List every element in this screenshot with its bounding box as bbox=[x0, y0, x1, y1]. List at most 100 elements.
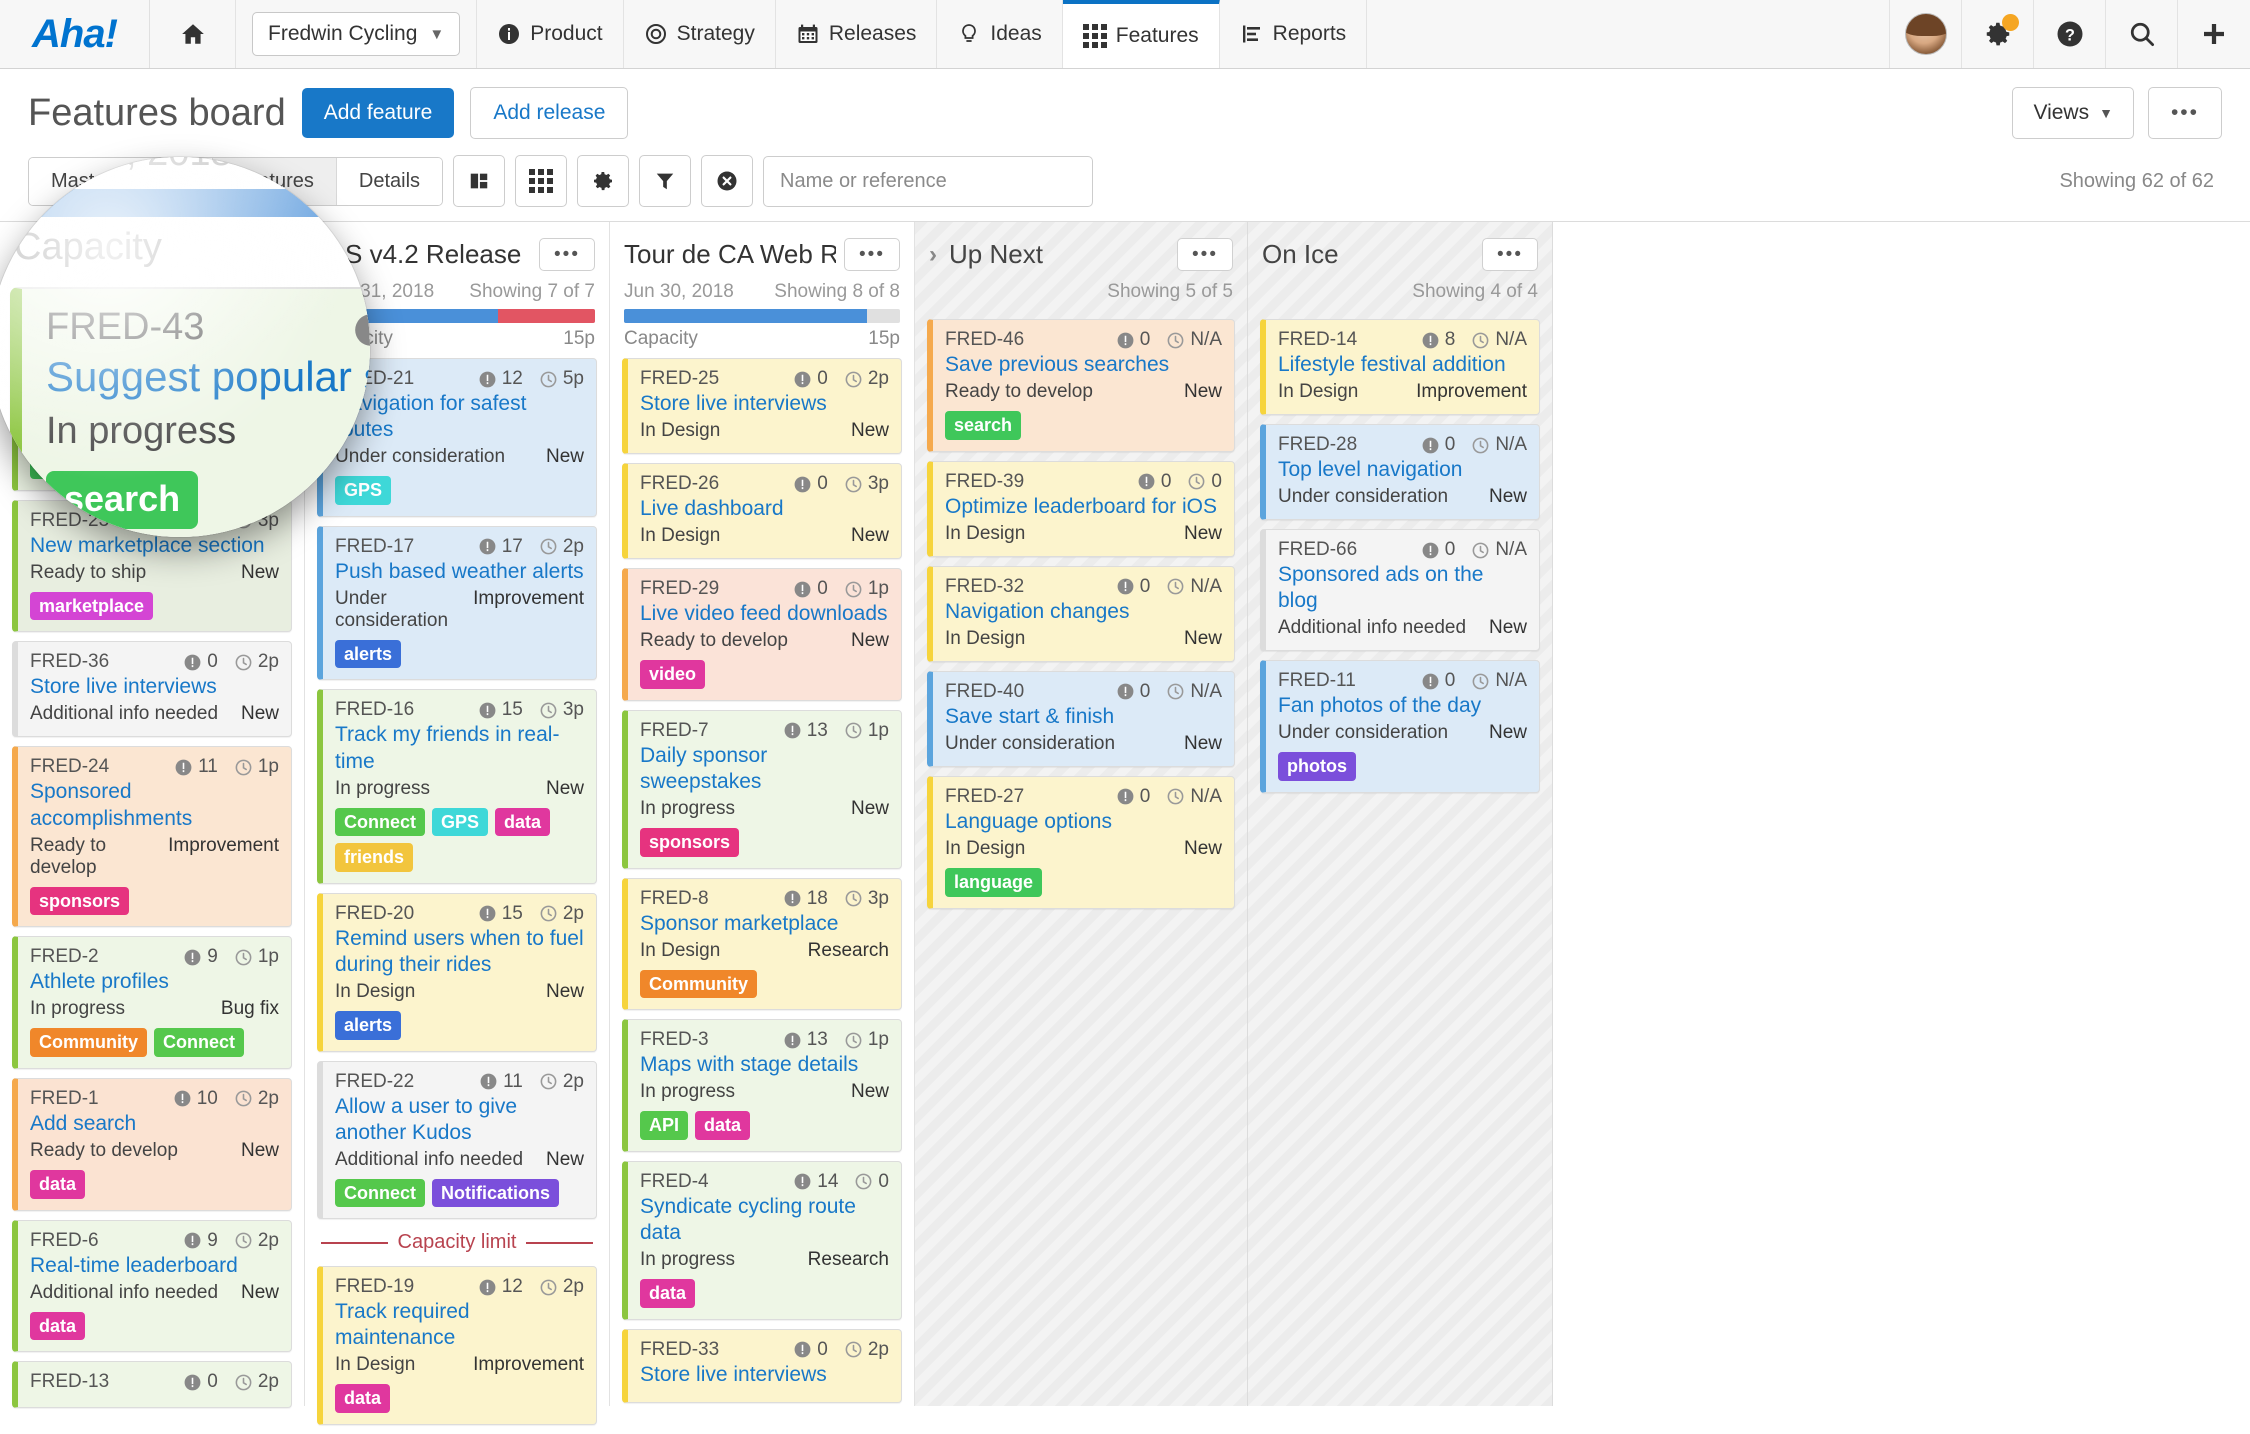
search-button[interactable] bbox=[2106, 0, 2178, 68]
card-title[interactable]: Suggest popular searches bbox=[30, 392, 274, 415]
feature-card[interactable]: FRED-16 15 3p Track my friends in real-t… bbox=[317, 689, 597, 884]
column-title[interactable]: Android v3.2 Release bbox=[14, 239, 226, 269]
card-title[interactable]: Fan photos of the day bbox=[1278, 694, 1482, 718]
product-selector[interactable]: Fredwin Cycling ▼ bbox=[252, 12, 461, 56]
feature-card[interactable]: FRED-26 0 3p Live dashboard In Design Ne… bbox=[622, 463, 902, 560]
card-title[interactable]: Daily sponsor sweepstakes bbox=[640, 743, 768, 793]
feature-card[interactable]: FRED-46 0 N/A Save previous searches Rea… bbox=[927, 319, 1235, 452]
card-title[interactable]: Push based weather alerts bbox=[335, 559, 584, 583]
card-reference[interactable]: FRED-19 bbox=[335, 1276, 415, 1298]
nav-item-product[interactable]: Product bbox=[477, 0, 624, 68]
tab-details[interactable]: Details bbox=[336, 157, 443, 205]
feature-card[interactable]: FRED-2 9 1p Athlete profiles In progress… bbox=[12, 936, 292, 1069]
home-button[interactable] bbox=[150, 0, 236, 68]
card-reference[interactable]: FRED-26 bbox=[640, 473, 720, 495]
feature-card[interactable]: FRED-20 15 2p Remind users when to fuel … bbox=[317, 892, 597, 1052]
card-reference[interactable]: FRED-11 bbox=[1278, 670, 1356, 692]
card-reference[interactable]: FRED-27 bbox=[945, 785, 1025, 807]
feature-card[interactable]: FRED-4 14 0 Syndicate cycling route data… bbox=[622, 1160, 902, 1320]
aha-logo[interactable]: Aha! bbox=[0, 0, 150, 68]
card-title[interactable]: Sponsored accomplishments bbox=[30, 780, 193, 830]
card-reference[interactable]: FRED-39 bbox=[945, 470, 1025, 492]
card-tag[interactable]: language bbox=[945, 867, 1043, 897]
nav-item-features[interactable]: Features bbox=[1062, 0, 1220, 68]
card-title[interactable]: Athlete profiles bbox=[30, 970, 169, 994]
feature-card[interactable]: FRED-36 0 2p Store live interviews Addit… bbox=[12, 641, 292, 738]
card-title[interactable]: Add search bbox=[30, 1111, 137, 1135]
user-avatar-button[interactable] bbox=[1890, 0, 1962, 68]
column-more-button[interactable]: ••• bbox=[234, 238, 290, 271]
feature-card[interactable]: FRED-13 0 2p bbox=[12, 1361, 292, 1409]
feature-card[interactable]: FRED-27 0 N/A Language options In Design… bbox=[927, 775, 1235, 909]
board-more-button[interactable]: ••• bbox=[2147, 87, 2222, 139]
column-more-button[interactable]: ••• bbox=[1177, 238, 1233, 271]
card-tag[interactable]: Connect bbox=[335, 1178, 425, 1208]
card-title[interactable]: Store live interviews bbox=[640, 1362, 827, 1386]
card-title[interactable]: Remind users when to fuel during their r… bbox=[335, 926, 584, 976]
card-reference[interactable]: FRED-66 bbox=[1278, 539, 1358, 561]
nav-item-releases[interactable]: Releases bbox=[775, 0, 938, 68]
card-title[interactable]: Save start & finish bbox=[945, 704, 1115, 728]
nav-item-ideas[interactable]: Ideas bbox=[937, 0, 1063, 68]
feature-card[interactable]: FRED-43 0 1p Suggest popular searches In… bbox=[12, 358, 292, 491]
column-title[interactable]: iOS v4.2 Release bbox=[319, 239, 522, 269]
card-tag[interactable]: search bbox=[945, 411, 1022, 440]
card-reference[interactable]: FRED-21 bbox=[335, 368, 415, 389]
card-tag[interactable]: Connect bbox=[154, 1028, 244, 1057]
nav-item-strategy[interactable]: Strategy bbox=[623, 0, 776, 68]
card-title[interactable]: Language options bbox=[945, 809, 1112, 833]
feature-card[interactable]: FRED-29 0 1p Live video feed downloads R… bbox=[622, 568, 902, 701]
card-tag[interactable]: friends bbox=[335, 843, 414, 872]
add-release-button[interactable]: Add release bbox=[470, 87, 629, 139]
card-tag[interactable]: GPS bbox=[335, 476, 392, 505]
card-title[interactable]: Maps with stage details bbox=[640, 1053, 859, 1077]
feature-card[interactable]: FRED-33 0 2p Store live interviews bbox=[622, 1328, 902, 1403]
search-input[interactable] bbox=[763, 155, 1094, 207]
card-tag[interactable]: photos bbox=[1278, 752, 1356, 781]
card-reference[interactable]: FRED-28 bbox=[1278, 434, 1358, 456]
card-reference[interactable]: FRED-13 bbox=[30, 1371, 110, 1393]
feature-card[interactable]: FRED-40 0 N/A Save start & finish Under … bbox=[927, 670, 1235, 767]
clear-filters-button[interactable] bbox=[701, 155, 754, 207]
feature-card[interactable]: FRED-1 10 2p Add search Ready to develop… bbox=[12, 1077, 292, 1211]
card-reference[interactable]: FRED-36 bbox=[30, 651, 110, 673]
card-tag[interactable]: marketplace bbox=[30, 591, 154, 621]
column-title[interactable]: Tour de CA Web Release bbox=[624, 239, 837, 269]
add-feature-button[interactable]: Add feature bbox=[301, 88, 455, 138]
feature-card[interactable]: FRED-19 12 2p Track required maintenance… bbox=[317, 1266, 597, 1426]
help-button[interactable]: ? bbox=[2034, 0, 2106, 68]
card-tag[interactable]: search bbox=[30, 450, 107, 479]
card-title[interactable]: Store live interviews bbox=[30, 675, 217, 699]
views-button[interactable]: Views ▼ bbox=[2012, 87, 2134, 139]
card-tag[interactable]: GPS bbox=[432, 807, 489, 837]
card-title[interactable]: Top level navigation bbox=[1278, 458, 1463, 482]
card-reference[interactable]: FRED-20 bbox=[335, 902, 415, 924]
card-reference[interactable]: FRED-6 bbox=[30, 1229, 99, 1251]
column-more-button[interactable]: ••• bbox=[539, 238, 595, 271]
feature-card[interactable]: FRED-11 0 N/A Fan photos of the day Unde… bbox=[1260, 660, 1540, 793]
card-tag[interactable]: data bbox=[335, 1384, 391, 1414]
feature-card[interactable]: FRED-28 0 N/A Top level navigation Under… bbox=[1260, 424, 1540, 521]
card-title[interactable]: Track required maintenance bbox=[335, 1300, 470, 1350]
card-reference[interactable]: FRED-2 bbox=[30, 946, 99, 968]
card-reference[interactable]: FRED-46 bbox=[945, 329, 1025, 350]
board-settings-button[interactable] bbox=[577, 155, 630, 207]
card-reference[interactable]: FRED-3 bbox=[640, 1029, 709, 1051]
card-reference[interactable]: FRED-29 bbox=[640, 578, 720, 600]
card-title[interactable]: Syndicate cycling route data bbox=[640, 1194, 856, 1244]
feature-card[interactable]: FRED-17 17 2p Push based weather alerts … bbox=[317, 525, 597, 681]
card-tag[interactable]: data bbox=[695, 1111, 751, 1140]
card-title[interactable]: Live dashboard bbox=[640, 497, 784, 521]
card-title[interactable]: Track my friends in real-time bbox=[335, 723, 560, 773]
feature-card[interactable]: FRED-39 0 0 Optimize leaderboard for iOS… bbox=[927, 460, 1235, 557]
card-tag[interactable]: sponsors bbox=[640, 827, 740, 857]
card-title[interactable]: Sponsored ads on the blog bbox=[1278, 563, 1484, 613]
tab-features[interactable]: Features bbox=[212, 157, 337, 205]
card-title[interactable]: Store live interviews bbox=[640, 392, 827, 415]
feature-card[interactable]: FRED-7 13 1p Daily sponsor sweepstakes I… bbox=[622, 709, 902, 869]
column-more-button[interactable]: ••• bbox=[844, 238, 900, 271]
feature-card[interactable]: FRED-22 11 2p Allow a user to give anoth… bbox=[317, 1060, 597, 1220]
card-tag[interactable]: Connect bbox=[335, 807, 425, 837]
settings-button[interactable] bbox=[1962, 0, 2034, 68]
card-tag[interactable]: data bbox=[495, 807, 551, 837]
